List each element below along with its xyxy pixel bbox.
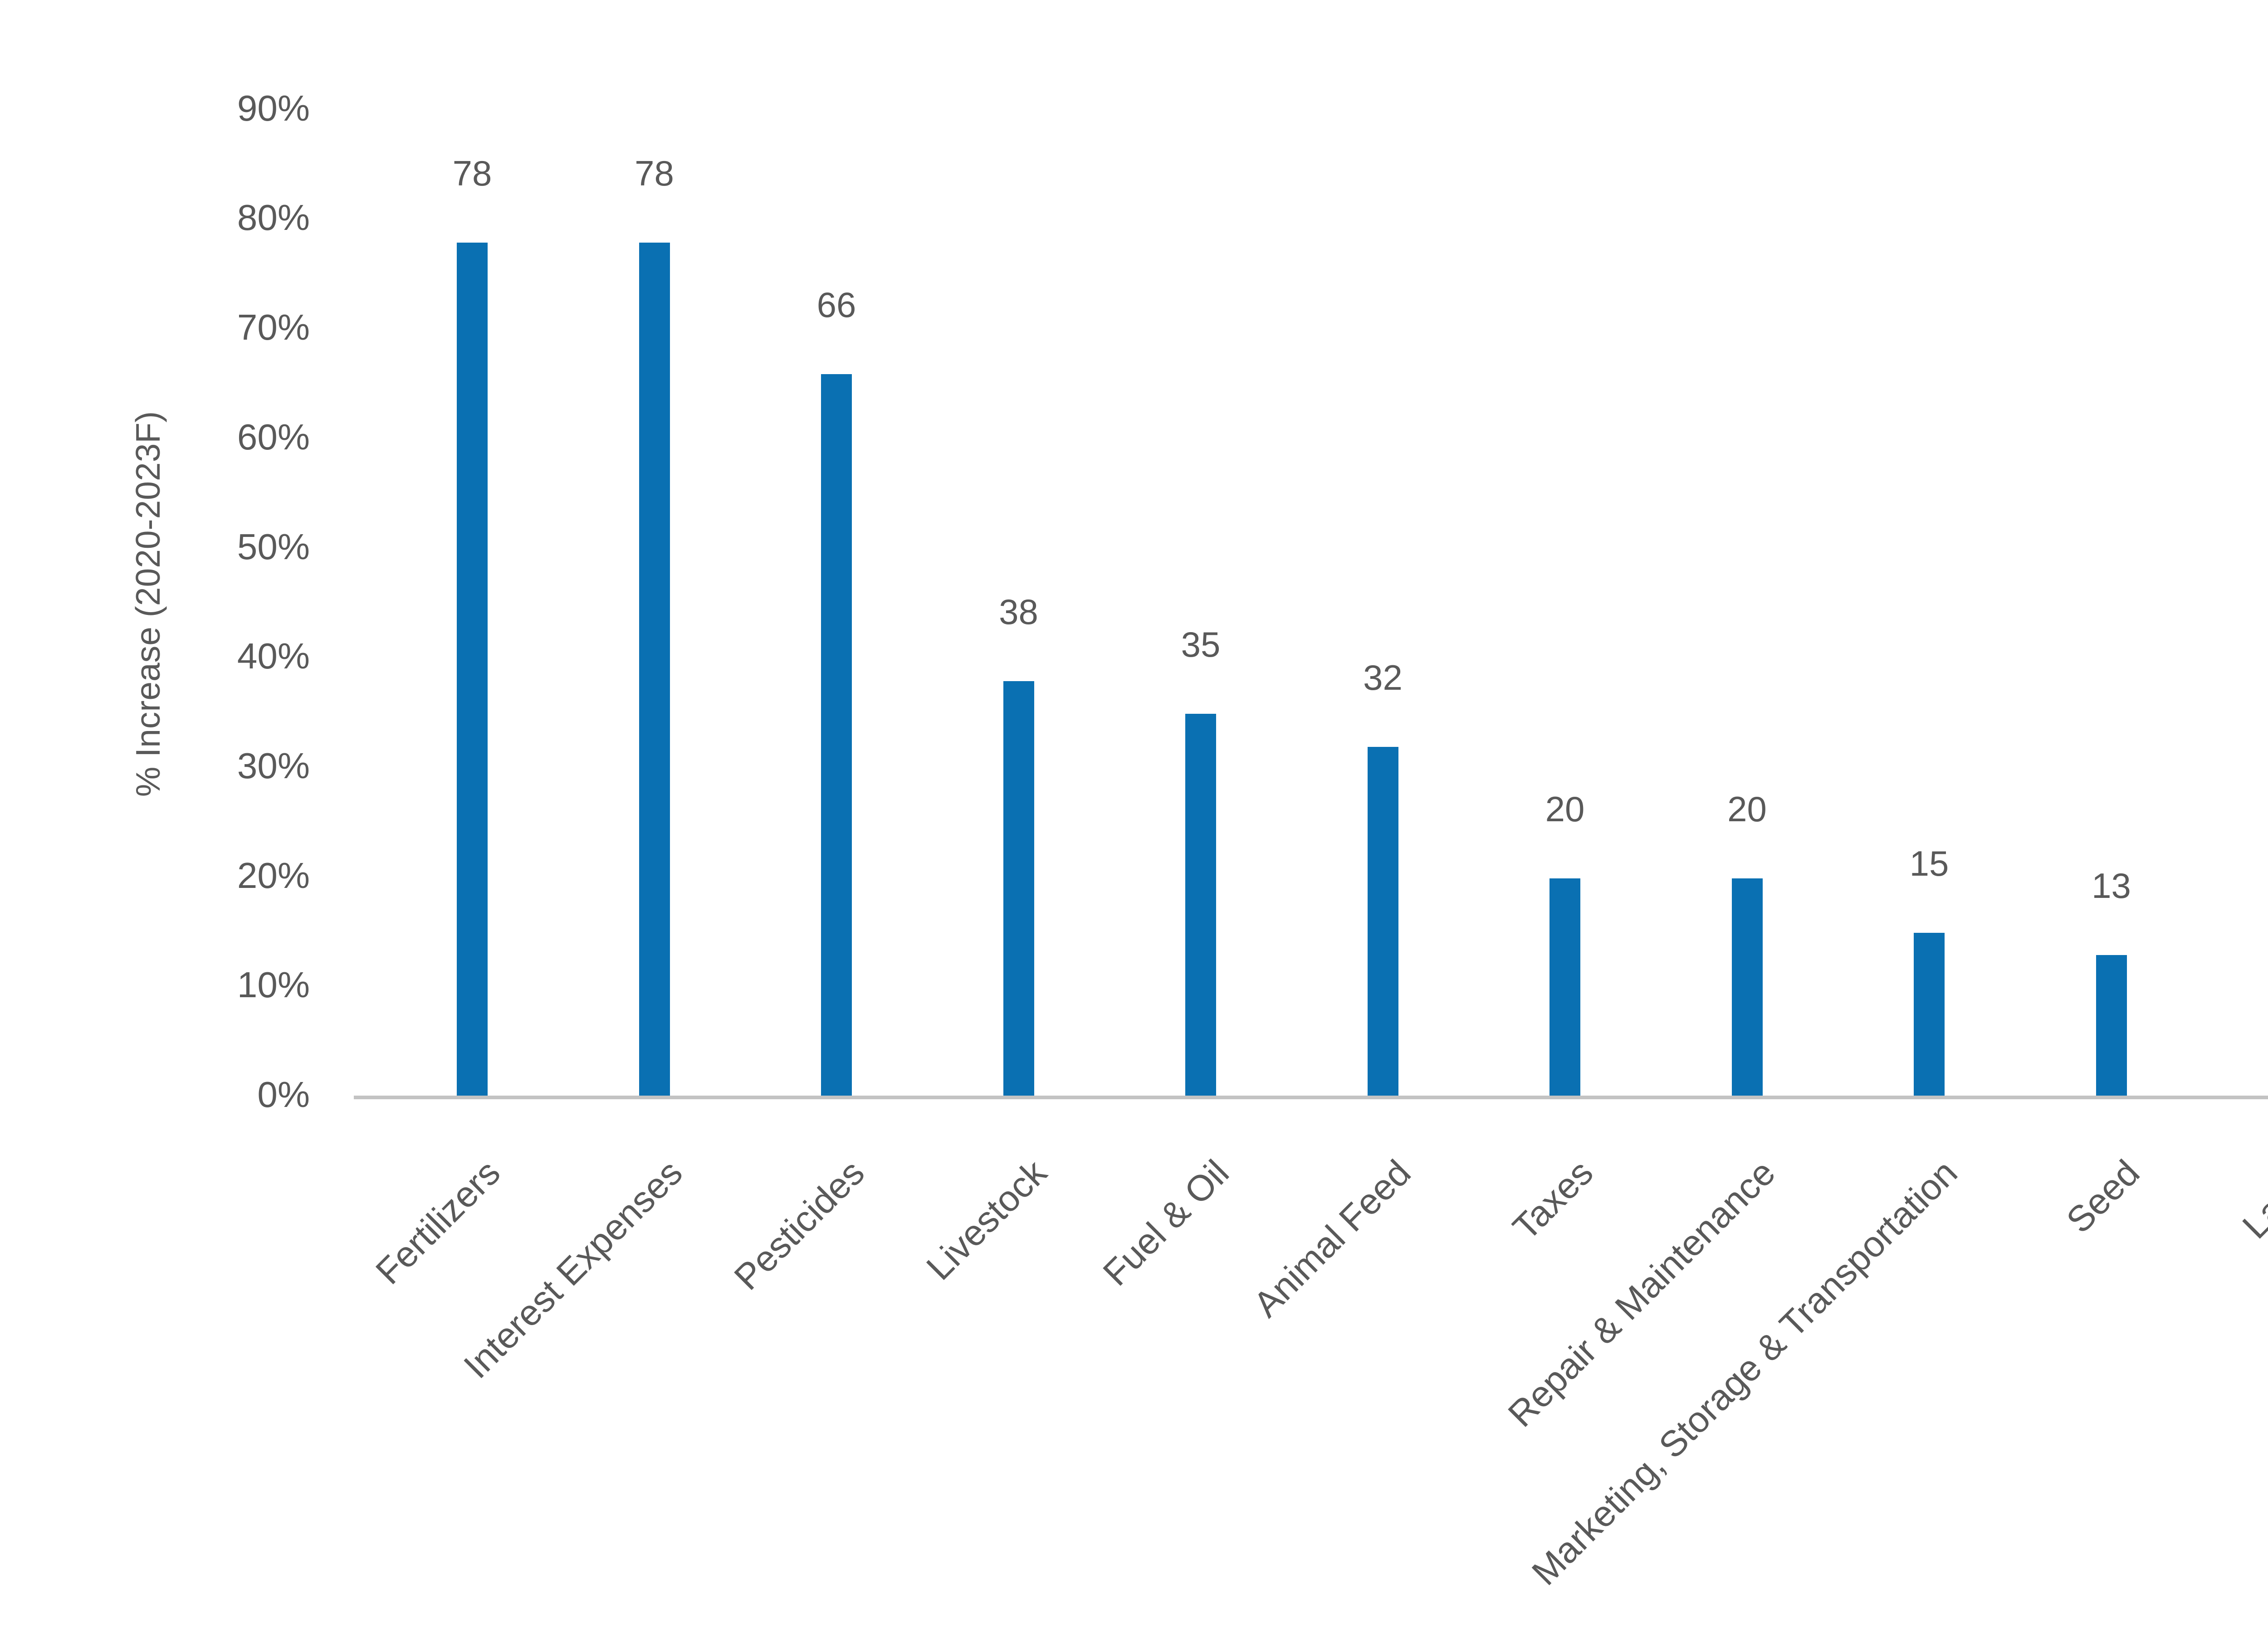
bar-fertilizers [457,242,488,1097]
y-axis-tick-label-20: 20% [237,855,310,896]
y-axis-tick-label-40: 40% [237,636,310,677]
y-axis-tick-label-80: 80% [237,197,310,238]
y-axis-tick-label-0: 0% [257,1074,310,1115]
x-axis-line [354,1096,2268,1099]
bar-livestock [1003,681,1034,1097]
bar-value-label-livestock: 38 [999,591,1038,632]
bar-fuel-oil [1185,714,1216,1097]
bar-value-label-animal-feed: 32 [1363,657,1403,697]
bar-interest-expenses [639,242,670,1097]
x-axis-label-fuel-oil: Fuel & Oil [1095,1152,1237,1293]
y-axis-tick-label-60: 60% [237,416,310,457]
x-axis-label-seed: Seed [2058,1152,2147,1241]
y-axis-tick-label-30: 30% [237,745,310,786]
x-axis-label-fertilizers: Fertilizers [368,1152,508,1292]
bar-repair-maintenance [1731,878,1763,1097]
bar-value-label-repair-maintenance: 20 [1727,789,1767,829]
x-axis-label-labor: Labor [2235,1152,2268,1247]
y-axis-tick-label-70: 70% [237,307,310,348]
bar-value-label-fuel-oil: 35 [1181,624,1221,665]
bar-value-label-interest-expenses: 78 [635,153,674,193]
x-axis-label-pesticides: Pesticides [726,1152,872,1298]
x-axis-label-animal-feed: Animal Feed [1246,1152,1419,1325]
bar-value-label-fertilizers: 78 [452,153,492,193]
y-axis-title: % Increase (2020-2023F) [129,411,167,797]
y-axis-tick-label-90: 90% [237,88,310,128]
bar-value-label-labor: 12 [2203,875,2268,918]
y-axis-tick-label-10: 10% [237,965,310,1005]
bar-value-label-seed: 13 [2092,865,2131,906]
y-axis-tick-label-50: 50% [237,526,310,567]
bar-seed [2096,955,2127,1097]
bar-marketing-storage-transportation [1914,933,1945,1097]
bar-value-label-pesticides: 66 [816,284,856,325]
x-axis-label-taxes: Taxes [1505,1152,1601,1248]
bar-animal-feed [1367,746,1398,1097]
bar-value-label-taxes: 20 [1545,789,1585,829]
x-axis-label-livestock: Livestock [919,1152,1055,1288]
bar-pesticides [821,374,852,1097]
bar-value-label-marketing-storage-transportation: 15 [1909,843,1949,884]
bar-taxes [1549,878,1580,1097]
